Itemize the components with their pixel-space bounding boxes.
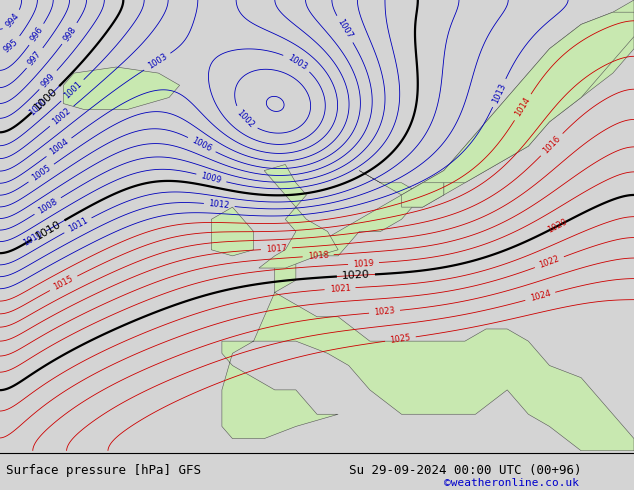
Text: 1020: 1020 [342,270,370,281]
Text: 994: 994 [4,12,21,29]
Text: 997: 997 [27,49,43,67]
Polygon shape [63,67,179,110]
Text: 998: 998 [61,24,78,43]
Polygon shape [259,165,338,268]
Polygon shape [211,207,254,256]
Text: 1000: 1000 [32,86,59,113]
Text: 1011: 1011 [67,216,89,234]
Text: 1010: 1010 [22,230,44,248]
Text: 1014: 1014 [514,96,532,119]
Text: 1004: 1004 [48,137,70,157]
Text: 1001: 1001 [62,80,83,101]
Text: 1009: 1009 [200,171,223,185]
Text: 1023: 1023 [373,306,396,317]
Text: 1025: 1025 [389,333,411,345]
Polygon shape [222,0,634,451]
Text: 1002: 1002 [235,108,256,129]
Text: 1003: 1003 [286,53,309,72]
Text: 1002: 1002 [51,106,73,126]
Polygon shape [359,12,634,195]
Text: 1010: 1010 [34,219,63,242]
Text: 1024: 1024 [529,289,552,303]
Text: 999: 999 [39,71,57,89]
Text: 1013: 1013 [491,81,508,104]
Text: 1006: 1006 [190,136,213,153]
Text: 1018: 1018 [307,250,329,261]
Polygon shape [401,183,444,207]
Text: 1007: 1007 [335,18,354,41]
Text: 1003: 1003 [146,52,169,71]
Text: 1000: 1000 [27,96,49,117]
Text: 1020: 1020 [546,217,569,235]
Text: 1019: 1019 [353,258,374,269]
Text: 1016: 1016 [541,134,562,155]
Text: 996: 996 [29,25,45,44]
Text: ©weatheronline.co.uk: ©weatheronline.co.uk [444,478,579,488]
Text: 995: 995 [2,37,20,54]
Text: 1021: 1021 [329,283,351,294]
Text: 1008: 1008 [36,196,59,216]
Text: Surface pressure [hPa] GFS: Surface pressure [hPa] GFS [6,464,202,477]
Text: 1005: 1005 [30,163,53,183]
Text: 1012: 1012 [209,199,230,211]
Text: 1017: 1017 [266,244,287,254]
Text: 1015: 1015 [52,274,75,292]
Text: 1022: 1022 [538,254,561,270]
Text: Su 29-09-2024 00:00 UTC (00+96): Su 29-09-2024 00:00 UTC (00+96) [349,464,581,477]
